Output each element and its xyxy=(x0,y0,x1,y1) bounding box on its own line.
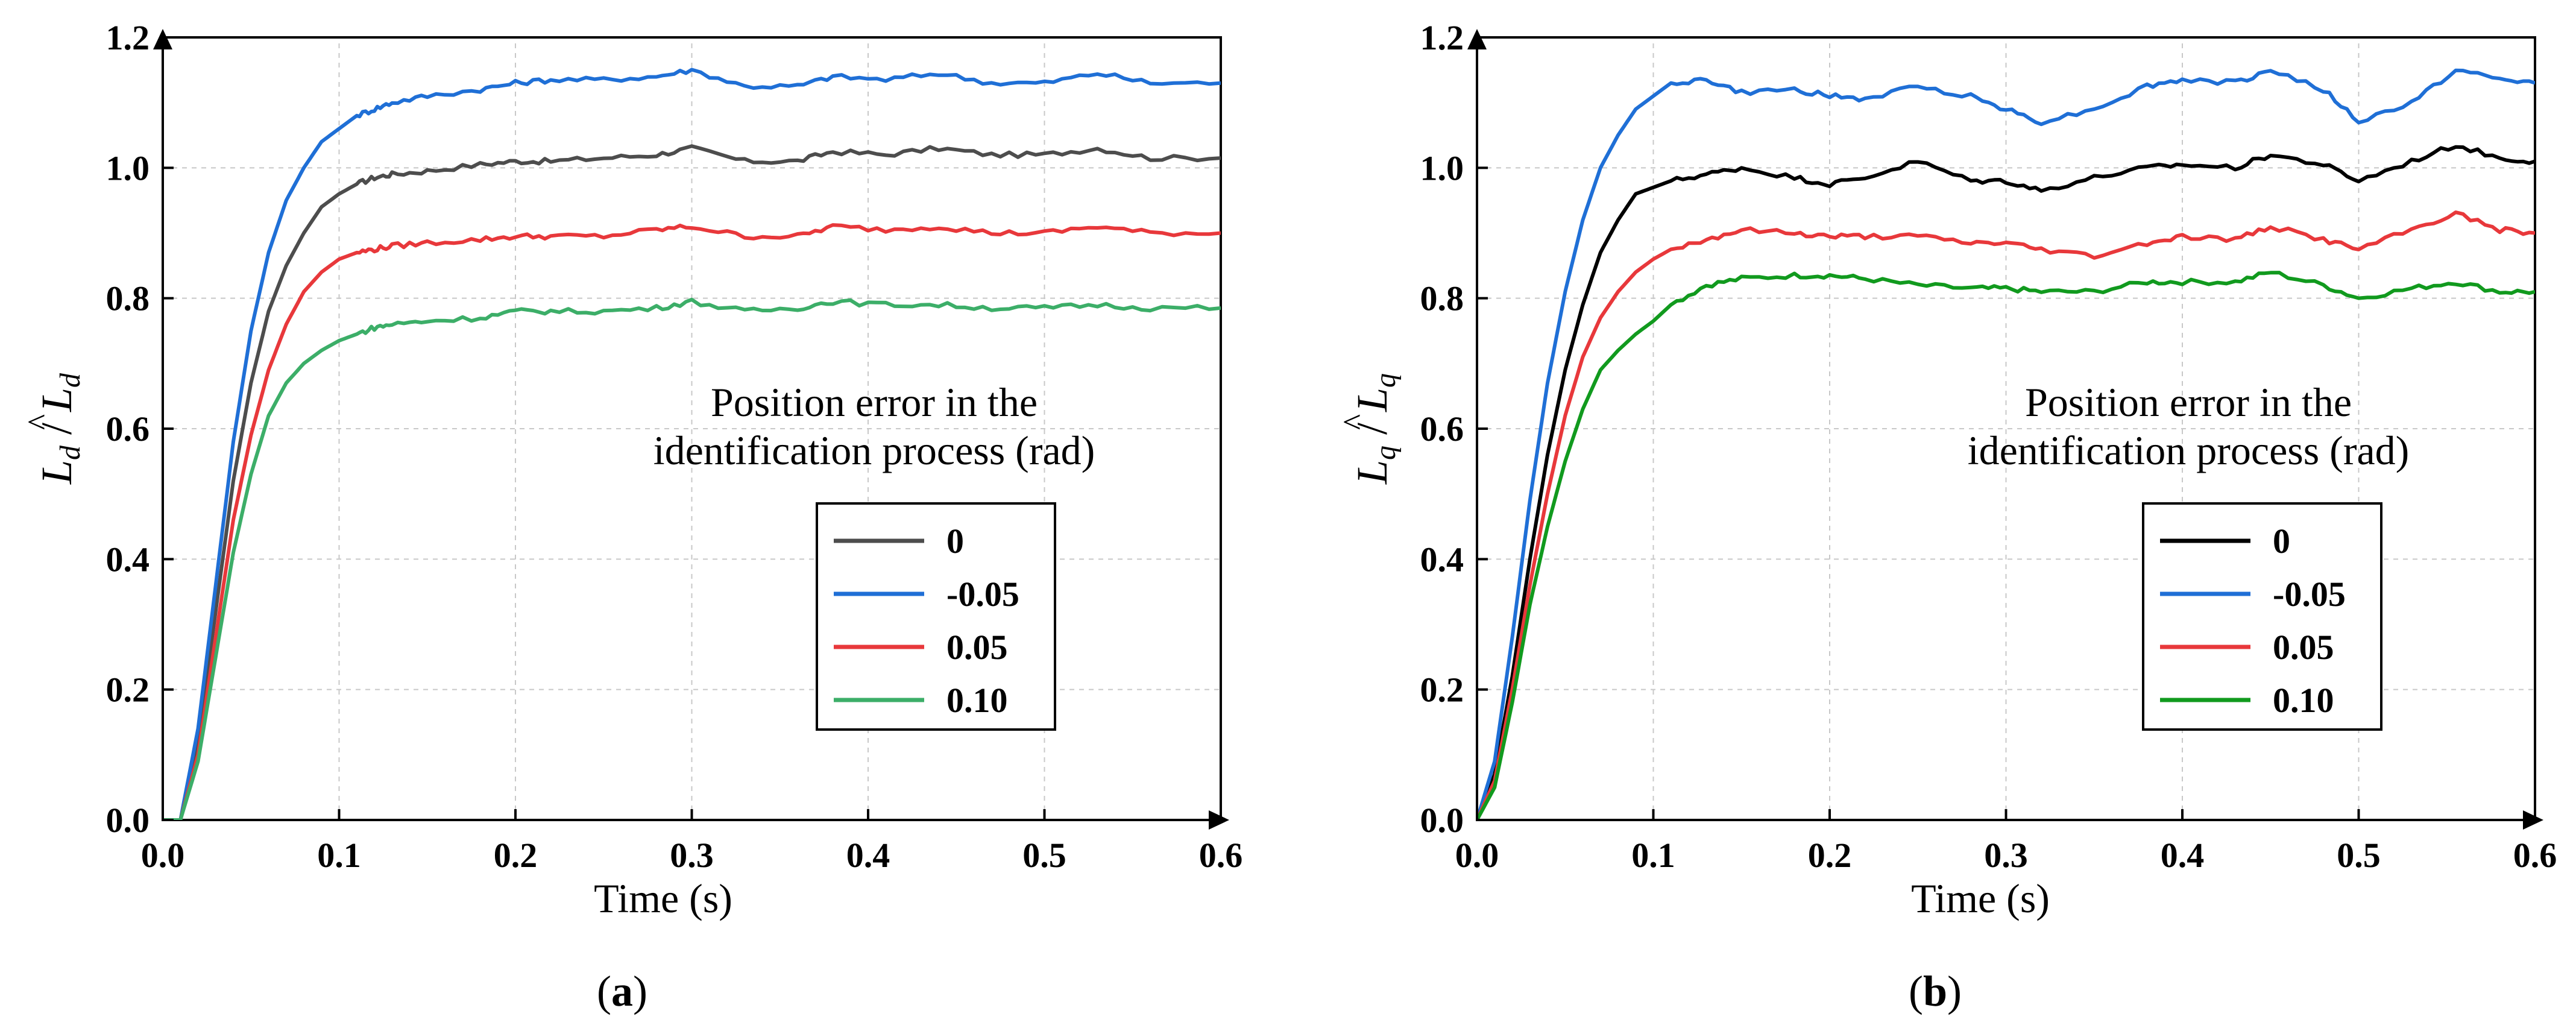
y-axis-arrow-b xyxy=(1467,29,1487,49)
axis-arrows-b xyxy=(1467,29,2543,830)
x-tick-label-b-6: 0.6 xyxy=(2513,836,2557,875)
panel-a: 0.0 0.1 0.2 0.3 0.4 0.5 0.6 0.0 0.2 0.4 0.6 0.8 1.0 1… xyxy=(21,18,1242,1015)
x-axis-title-a: Time (s) xyxy=(594,875,732,921)
y-tick-label-b-6: 1.2 xyxy=(1420,18,1464,57)
legend-label-b-0: 0 xyxy=(2273,522,2290,561)
y-tick-label-a-0: 0.0 xyxy=(106,801,150,840)
legend-a: 0 -0.05 0.05 0.10 xyxy=(816,502,1056,731)
y-tick-label-b-2: 0.4 xyxy=(1420,540,1464,579)
x-tick-label-a-5: 0.5 xyxy=(1022,836,1066,875)
y-tick-label-a-6: 1.2 xyxy=(106,18,150,57)
series-line-a-3 xyxy=(163,297,1221,820)
series-line-b-1 xyxy=(1477,68,2535,820)
legend-box-a xyxy=(816,502,1056,731)
y-axis-title-b: Lq / Lq xyxy=(1348,373,1402,485)
x-tick-label-a-1: 0.1 xyxy=(317,836,361,875)
x-tick-label-a-0: 0.0 xyxy=(141,836,185,875)
y-axis-hat-b: ^ xyxy=(1337,414,1374,430)
x-axis-arrow-b xyxy=(2523,810,2543,830)
x-axis-title-b: Time (s) xyxy=(1911,875,2050,921)
x-tick-label-a-3: 0.3 xyxy=(670,836,714,875)
panel-b: 0.0 0.1 0.2 0.3 0.4 0.5 0.6 0.0 0.2 0.4 0.6 0.8 1.0 1… xyxy=(1337,18,2557,1015)
y-tick-label-b-5: 1.0 xyxy=(1420,148,1464,188)
x-tick-label-a-6: 0.6 xyxy=(1199,836,1243,875)
legend-box-b xyxy=(2142,502,2382,731)
y-tick-label-a-4: 0.8 xyxy=(106,279,150,318)
series-line-b-3 xyxy=(1477,271,2535,820)
x-tick-label-b-3: 0.3 xyxy=(1984,836,2028,875)
annotation-line2-a: identification process (rad) xyxy=(653,427,1095,473)
y-tick-label-a-2: 0.4 xyxy=(106,540,150,579)
caption-b: (b) xyxy=(1909,967,1962,1015)
x-tick-label-b-4: 0.4 xyxy=(2161,836,2205,875)
legend-label-a-1: -0.05 xyxy=(946,575,1019,614)
x-tick-label-b-0: 0.0 xyxy=(1455,836,1499,875)
caption-a: (a) xyxy=(597,967,647,1015)
y-axis-arrow-a xyxy=(153,29,172,49)
axis-arrows-a xyxy=(153,29,1229,830)
legend-label-b-1: -0.05 xyxy=(2273,575,2346,614)
x-tick-label-a-2: 0.2 xyxy=(494,836,538,875)
y-tick-label-b-4: 0.8 xyxy=(1420,279,1464,318)
annotation-line1-b: Position error in the xyxy=(2025,379,2352,425)
y-tick-label-b-3: 0.6 xyxy=(1420,409,1464,449)
y-tick-label-a-3: 0.6 xyxy=(106,409,150,449)
legend-label-a-2: 0.05 xyxy=(946,628,1008,667)
annotation-line1-a: Position error in the xyxy=(711,379,1038,425)
annotation-line2-b: identification process (rad) xyxy=(1968,427,2410,473)
x-tick-label-b-5: 0.5 xyxy=(2337,836,2381,875)
series-line-a-2 xyxy=(163,223,1221,820)
series-a xyxy=(163,68,1221,820)
legend-label-b-2: 0.05 xyxy=(2273,628,2334,667)
ticks-a: 0.0 0.1 0.2 0.3 0.4 0.5 0.6 0.0 0.2 0.4 0.6 0.8 1.0 1… xyxy=(106,18,1243,875)
y-tick-label-b-1: 0.2 xyxy=(1420,670,1464,710)
x-tick-label-a-4: 0.4 xyxy=(846,836,890,875)
legend-label-b-3: 0.10 xyxy=(2273,681,2334,720)
ticks-b: 0.0 0.1 0.2 0.3 0.4 0.5 0.6 0.0 0.2 0.4 0.6 0.8 1.0 1… xyxy=(1420,18,2557,875)
y-tick-label-b-0: 0.0 xyxy=(1420,801,1464,840)
legend-label-a-0: 0 xyxy=(946,522,964,561)
y-tick-label-a-1: 0.2 xyxy=(106,670,150,710)
x-tick-label-b-2: 0.2 xyxy=(1808,836,1852,875)
x-axis-arrow-a xyxy=(1209,810,1229,830)
legend-b: 0 -0.05 0.05 0.10 xyxy=(2142,502,2382,731)
y-tick-label-a-5: 1.0 xyxy=(106,148,150,188)
legend-label-a-3: 0.10 xyxy=(946,681,1008,720)
y-axis-title-a: Ld / Ld xyxy=(33,373,86,485)
x-tick-label-b-1: 0.1 xyxy=(1631,836,1675,875)
y-axis-hat-a: ^ xyxy=(21,414,58,430)
series-line-a-0 xyxy=(163,144,1221,820)
series-line-b-2 xyxy=(1477,210,2535,820)
series-b xyxy=(1477,68,2535,820)
series-line-b-0 xyxy=(1477,145,2535,820)
series-line-a-1 xyxy=(163,68,1221,820)
